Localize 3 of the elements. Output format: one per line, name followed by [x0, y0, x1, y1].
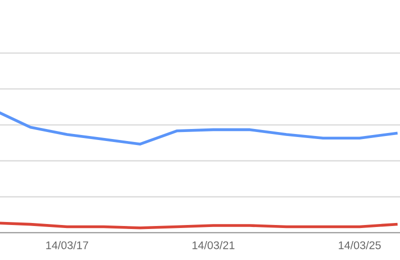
- x-tick-label: 14/03/25: [338, 241, 381, 250]
- x-tick-label: 14/03/21: [192, 241, 234, 250]
- x-tick-label: 14/03/17: [46, 241, 88, 250]
